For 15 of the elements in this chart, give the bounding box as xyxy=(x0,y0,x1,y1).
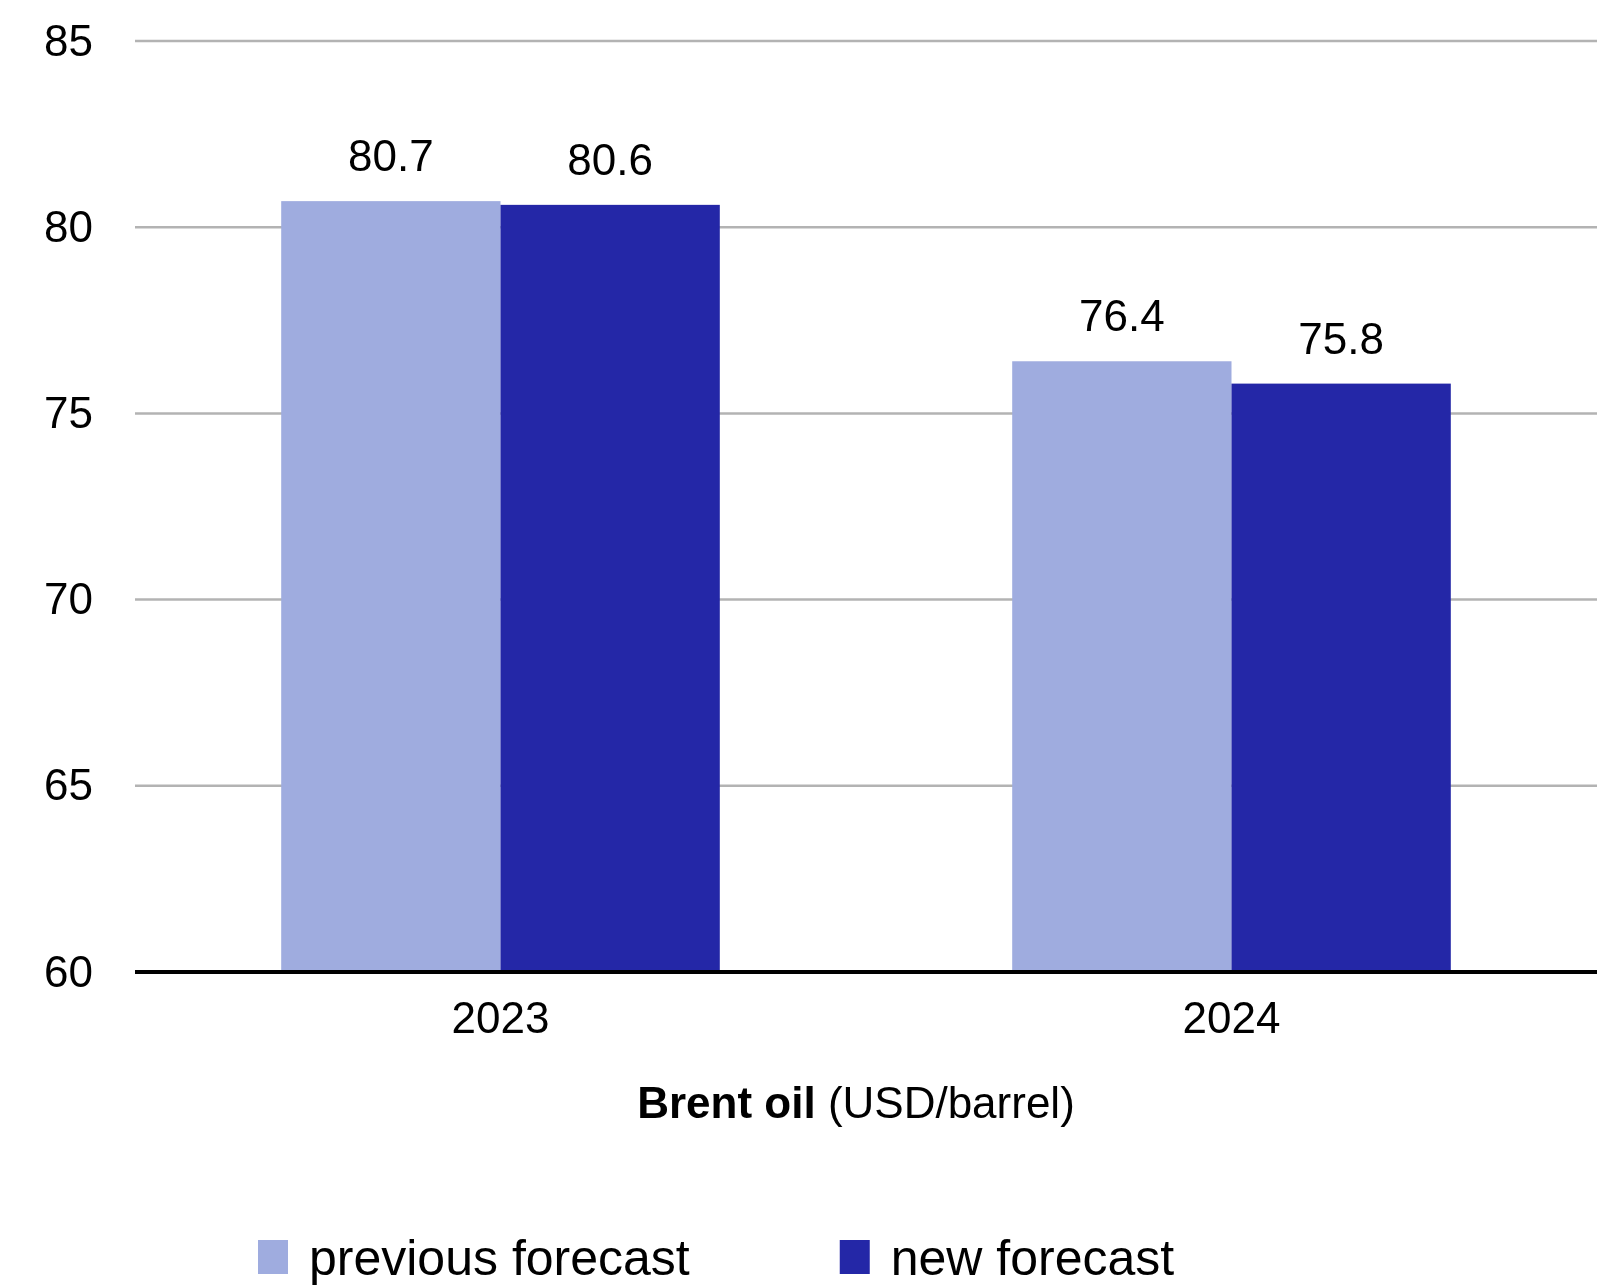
y-tick-label: 80 xyxy=(44,201,93,251)
y-tick-label: 65 xyxy=(44,760,93,810)
data-label: 76.4 xyxy=(1079,291,1165,341)
legend-label: previous forecast xyxy=(309,1230,690,1286)
y-tick-label: 60 xyxy=(44,946,93,996)
legend-label: new forecast xyxy=(890,1230,1175,1286)
x-axis-title: Brent oil (USD/barrel) xyxy=(637,1078,1075,1127)
y-tick-label: 85 xyxy=(44,15,93,65)
data-label: 80.6 xyxy=(567,134,653,184)
x-tick-label: 2023 xyxy=(451,993,550,1043)
x-tick-label: 2024 xyxy=(1182,993,1281,1043)
data-label: 75.8 xyxy=(1298,313,1384,363)
y-tick-label: 70 xyxy=(44,574,93,624)
data-label: 80.7 xyxy=(348,131,434,181)
y-tick-label: 75 xyxy=(44,387,93,437)
